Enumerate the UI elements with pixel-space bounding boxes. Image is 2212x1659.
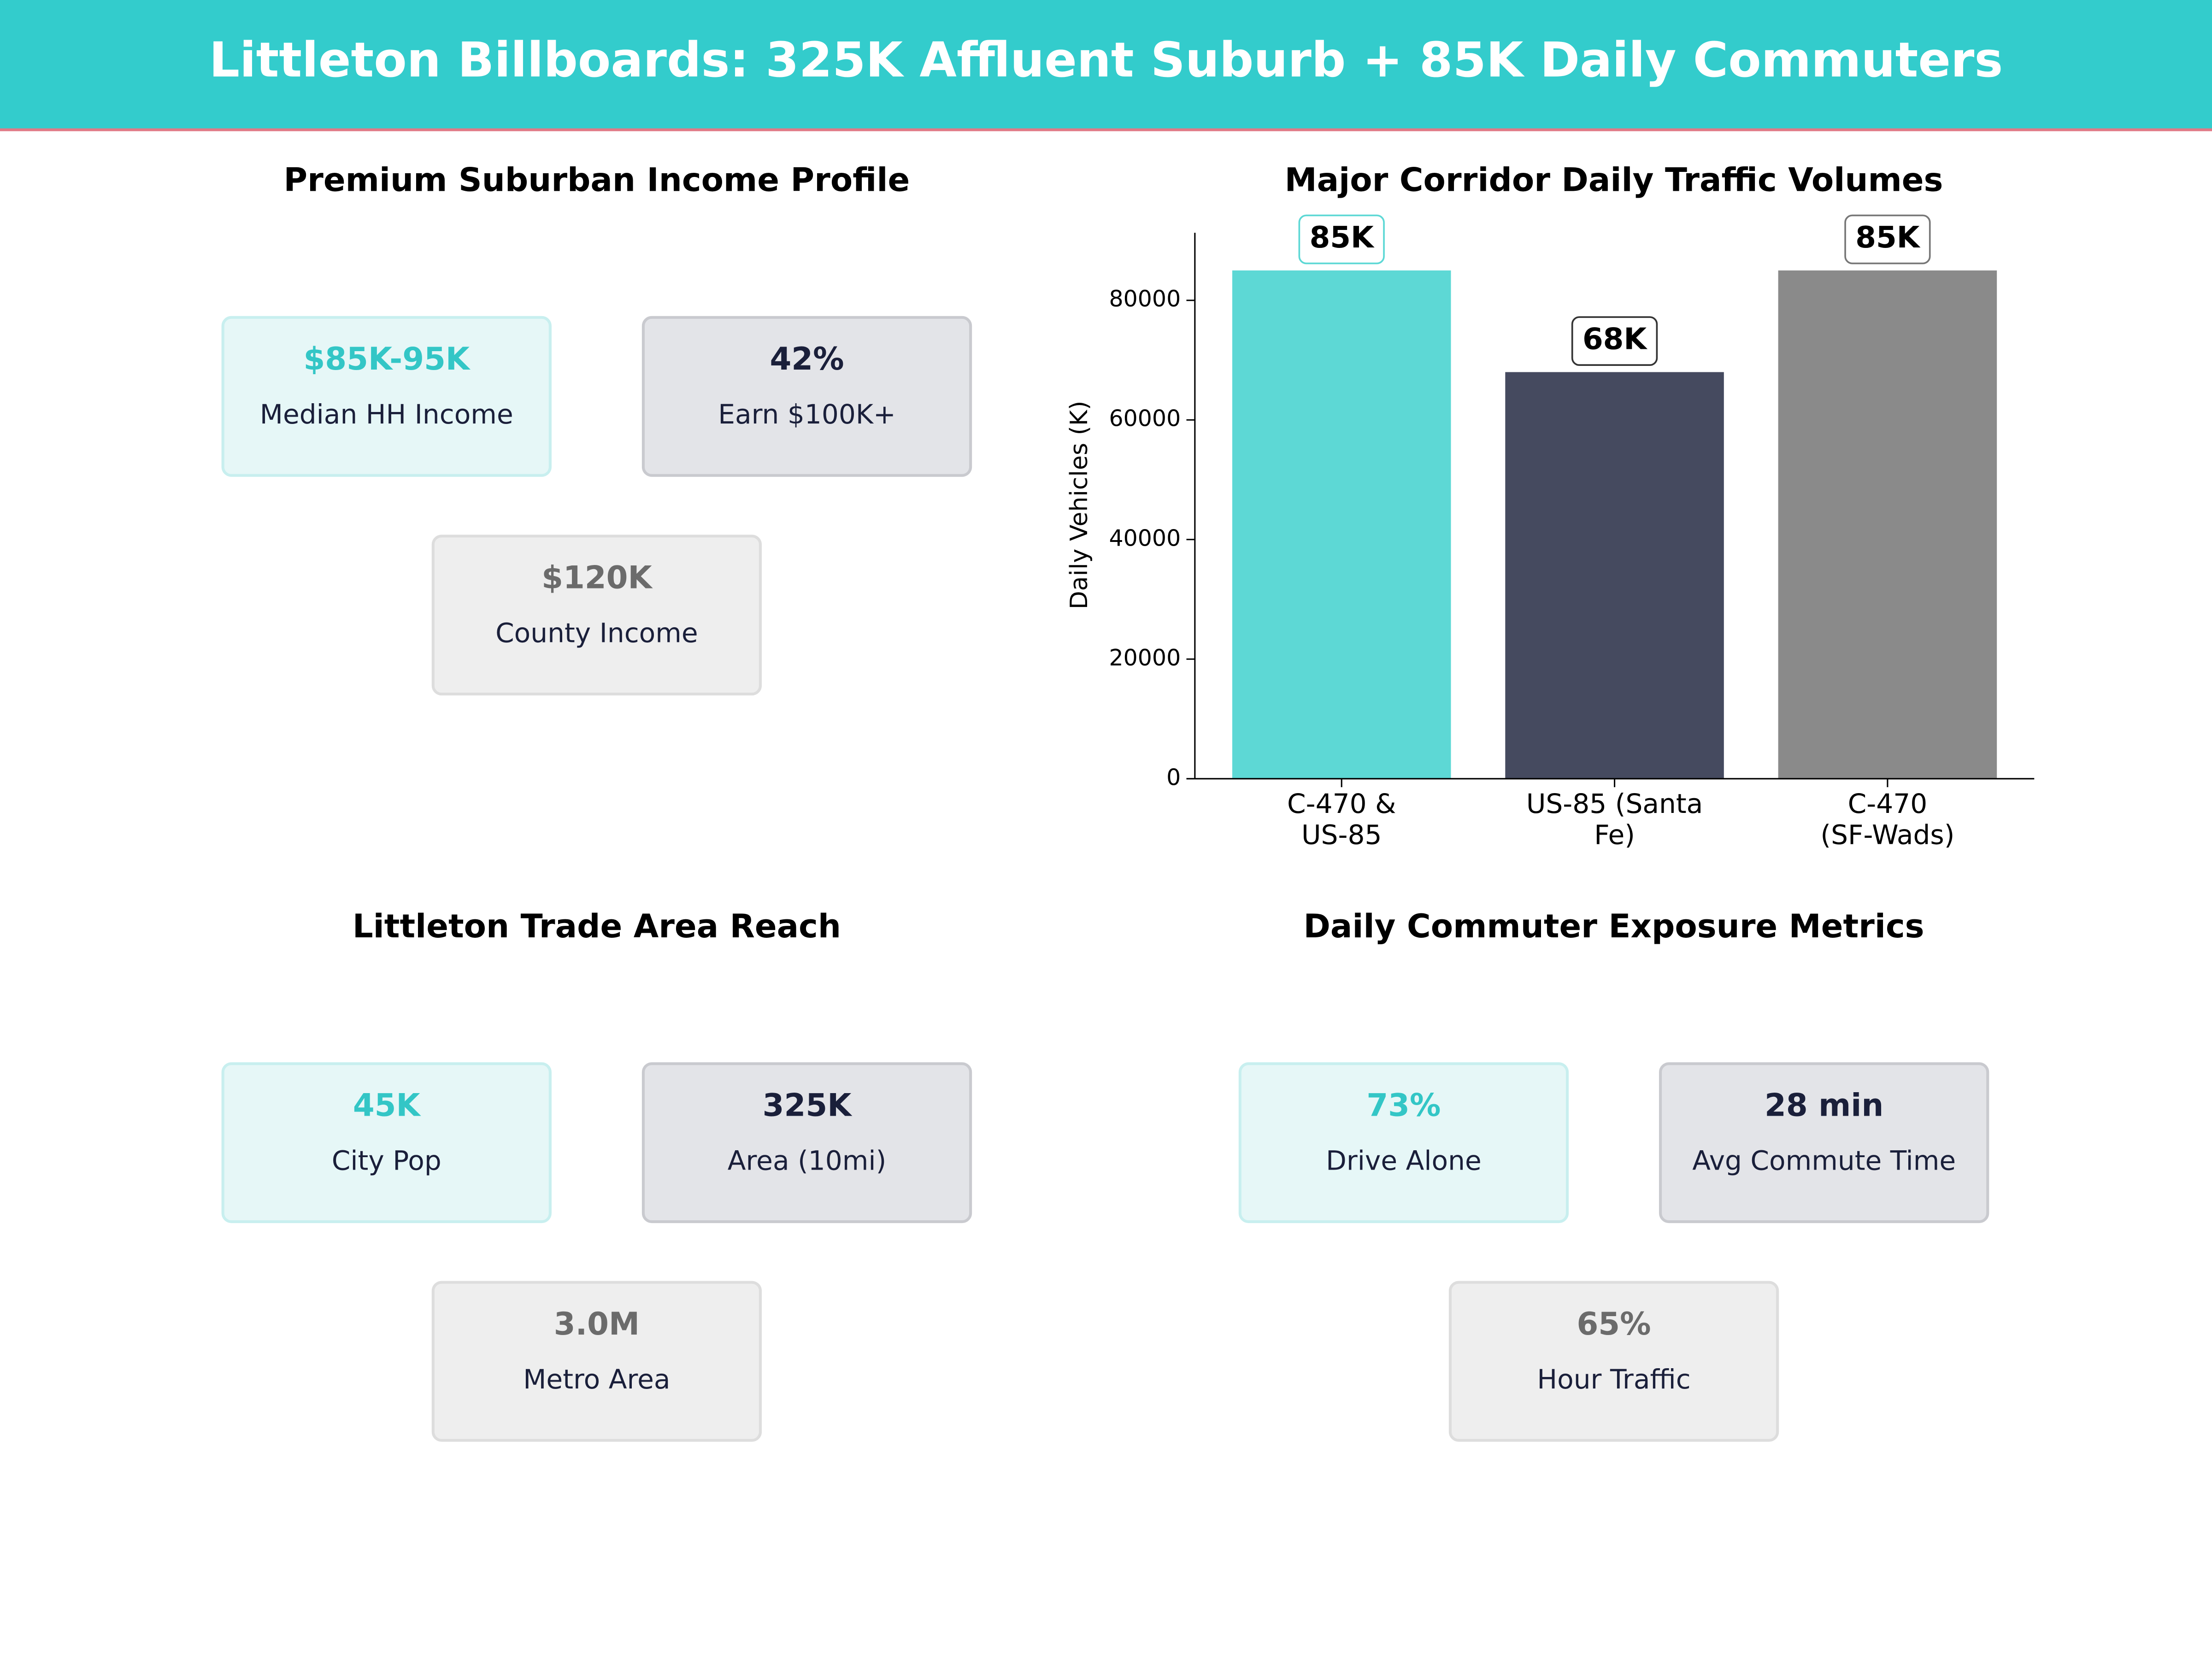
kpi-label: Avg Commute Time xyxy=(1692,1145,1956,1177)
header-title: Littleton Billboards: 325K Affluent Subu… xyxy=(209,32,2003,88)
panel-title: Littleton Trade Area Reach xyxy=(353,907,841,945)
kpi-card xyxy=(221,316,552,477)
kpi-card xyxy=(1659,1062,1989,1224)
kpi-label: Area (10mi) xyxy=(728,1145,887,1177)
kpi-label: Median HH Income xyxy=(260,399,513,430)
kpi-card xyxy=(641,316,972,477)
kpi-card xyxy=(641,1062,972,1224)
y-axis-label: Daily Vehicles (K) xyxy=(1065,401,1093,610)
x-tick-label: C-470 (SF-Wads) xyxy=(1820,788,1954,850)
kpi-value: 73% xyxy=(1366,1087,1441,1124)
bar xyxy=(1505,372,1724,779)
y-tick-label: 0 xyxy=(1166,764,1181,790)
y-tick-label: 60000 xyxy=(1109,406,1181,432)
kpi-card xyxy=(431,1281,762,1442)
kpi-card xyxy=(221,1062,552,1224)
kpi-label: City Pop xyxy=(332,1145,441,1177)
kpi-label: Metro Area xyxy=(523,1364,670,1395)
kpi-value: 28 min xyxy=(1765,1087,1883,1124)
kpi-card xyxy=(431,535,762,696)
header-bar xyxy=(0,0,2212,130)
value-label: 85K xyxy=(1855,220,1920,255)
kpi-value: 325K xyxy=(763,1087,853,1124)
kpi-value: 45K xyxy=(353,1087,422,1124)
kpi-label: Drive Alone xyxy=(1326,1145,1482,1177)
bar xyxy=(1778,270,1997,779)
y-tick-label: 40000 xyxy=(1109,525,1181,551)
kpi-label: County Income xyxy=(495,618,698,649)
kpi-value: 3.0M xyxy=(554,1306,640,1342)
value-label-box xyxy=(1844,214,1931,265)
x-tick-label: US-85 (Santa Fe) xyxy=(1526,788,1703,850)
value-label-box xyxy=(1571,316,1658,366)
y-tick-label: 80000 xyxy=(1109,286,1181,312)
kpi-value: 65% xyxy=(1577,1306,1651,1342)
value-label-box xyxy=(1298,214,1385,265)
bar xyxy=(1232,270,1451,779)
header-rule xyxy=(0,128,2212,131)
kpi-value: $85K-95K xyxy=(303,341,471,377)
value-label: 68K xyxy=(1583,322,1647,357)
x-tick-label: C-470 & US-85 xyxy=(1287,788,1396,850)
panel-title: Premium Suburban Income Profile xyxy=(284,161,910,199)
kpi-card xyxy=(1238,1062,1569,1224)
kpi-value: 42% xyxy=(770,341,844,377)
panel-title: Daily Commuter Exposure Metrics xyxy=(1303,907,1924,945)
value-label: 85K xyxy=(1310,220,1375,255)
kpi-value: $120K xyxy=(541,559,653,596)
kpi-label: Earn $100K+ xyxy=(718,399,895,430)
kpi-label: Hour Traffic xyxy=(1537,1364,1690,1395)
chart-title: Major Corridor Daily Traffic Volumes xyxy=(1285,161,1943,199)
y-tick-label: 20000 xyxy=(1109,645,1181,671)
kpi-card xyxy=(1448,1281,1779,1442)
